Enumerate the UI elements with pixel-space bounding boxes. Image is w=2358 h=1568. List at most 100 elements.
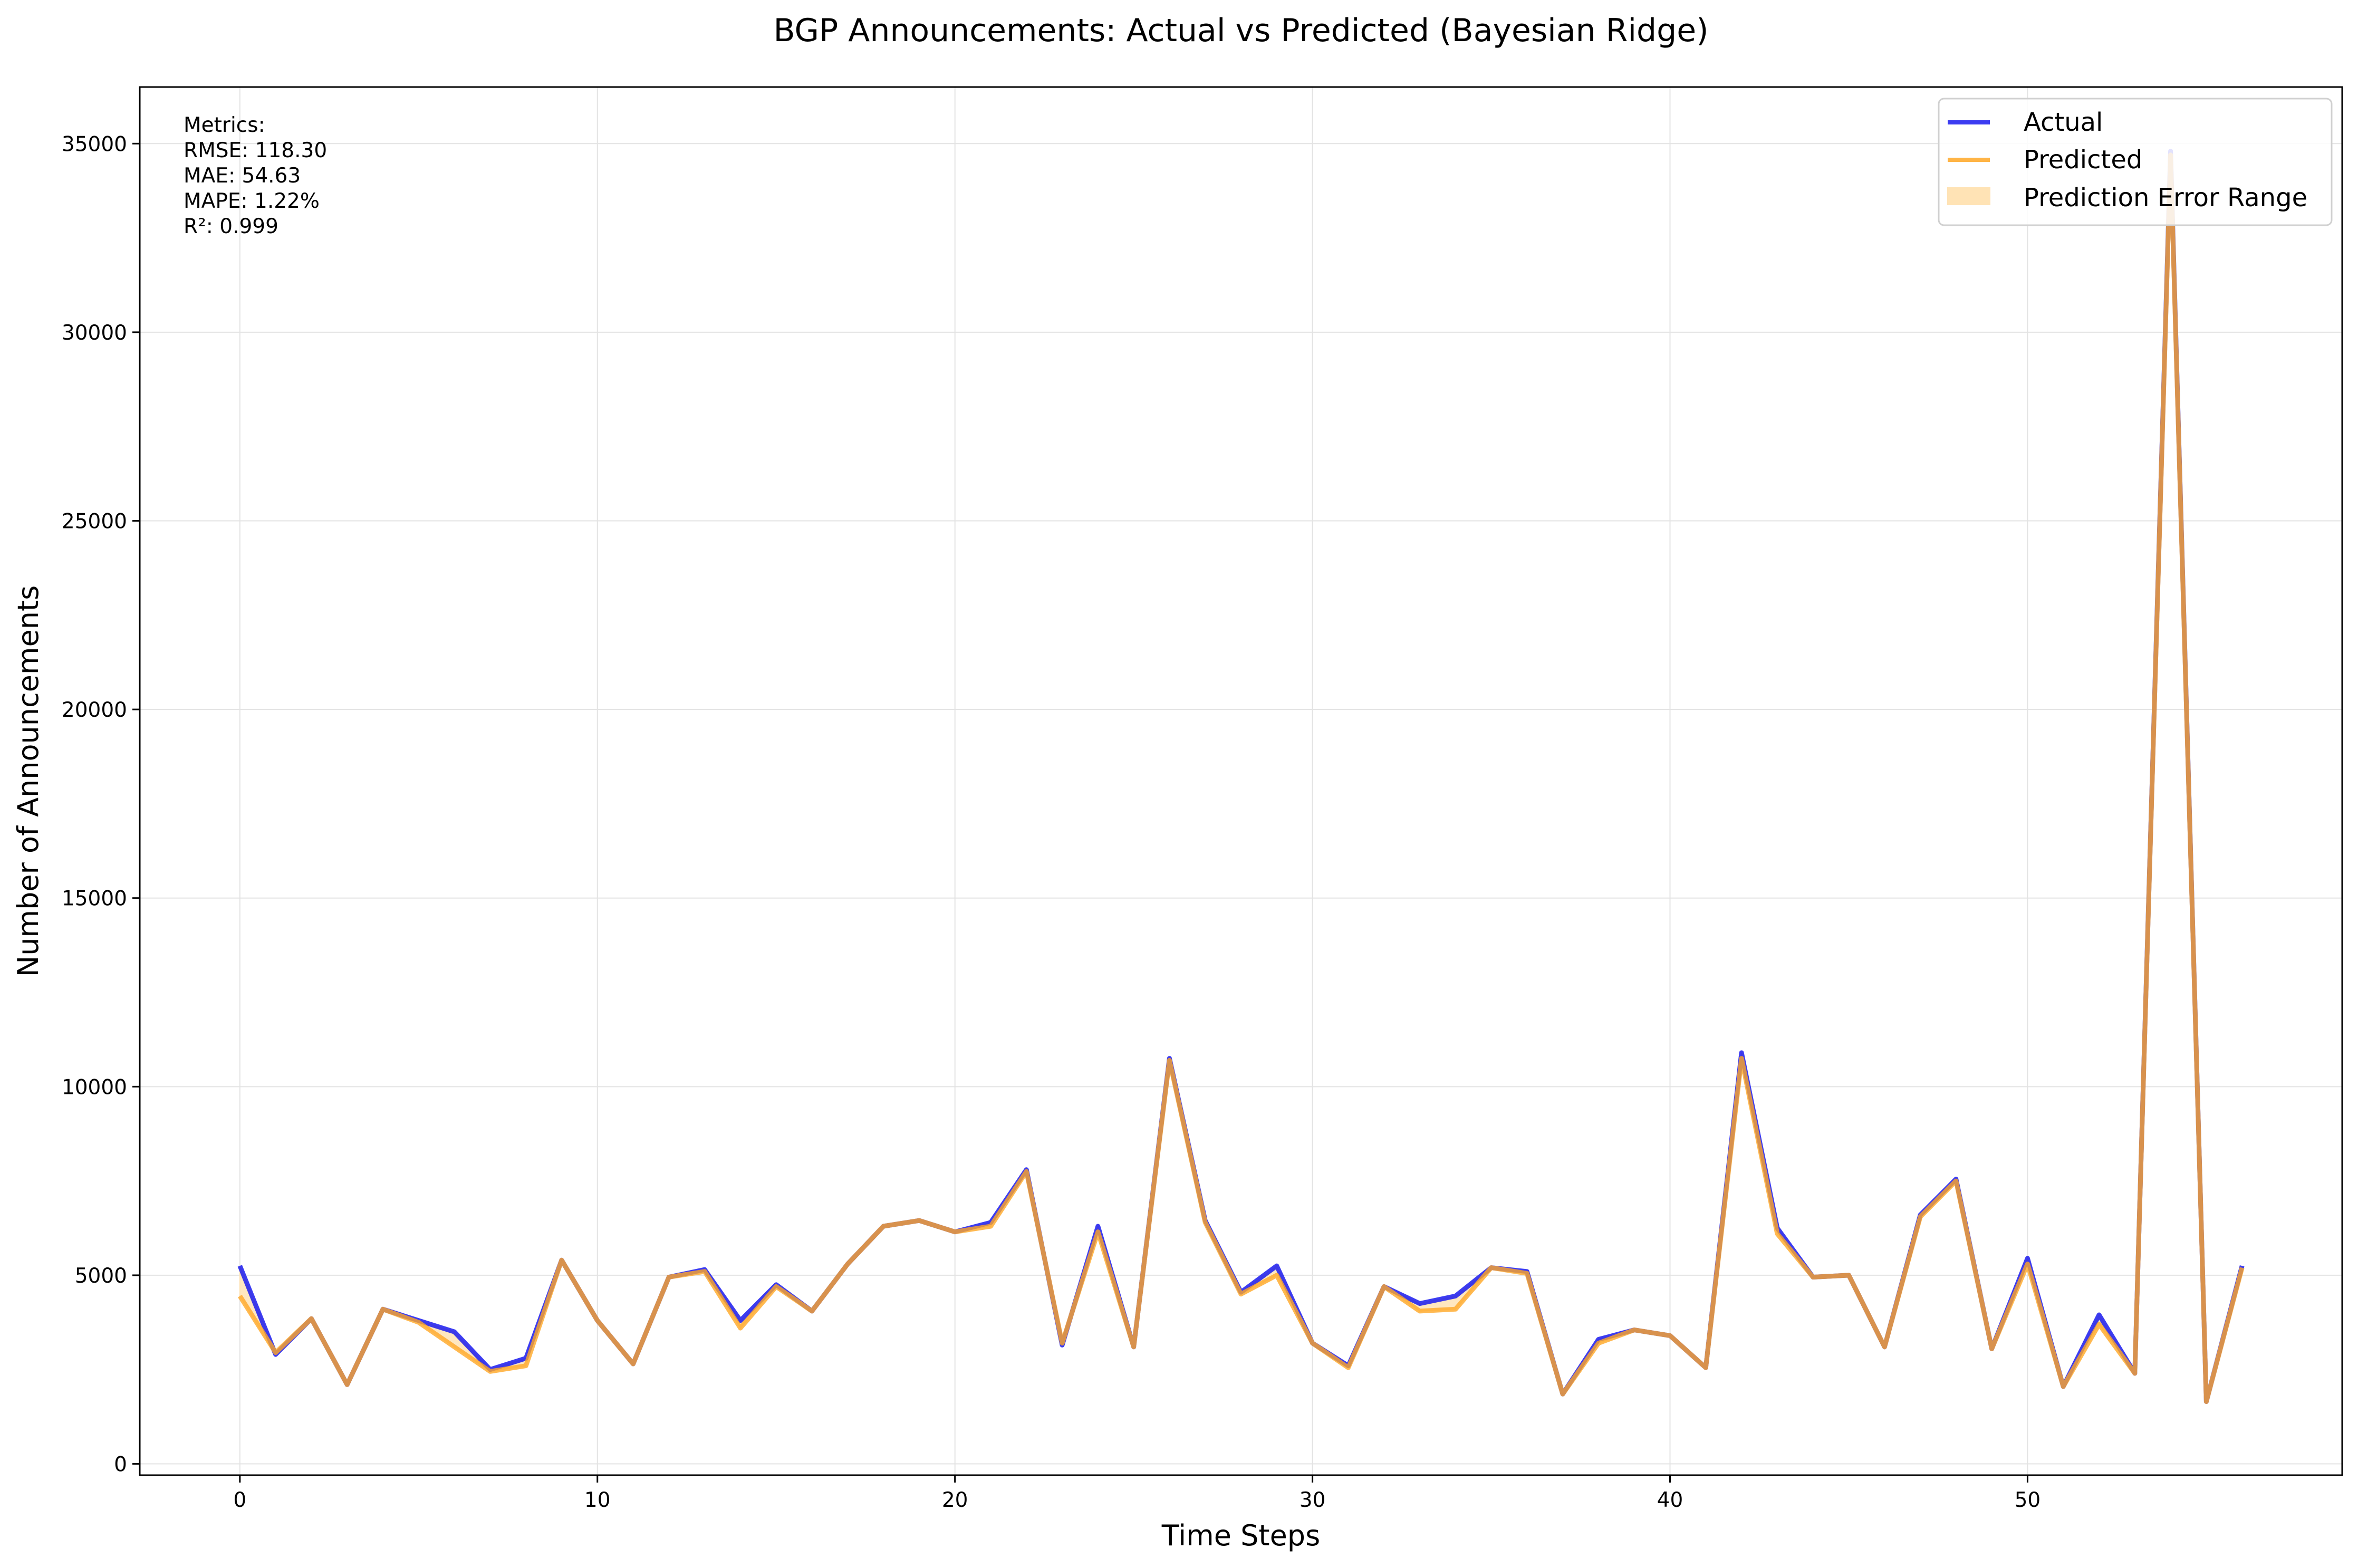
predicted-point <box>1205 1221 1206 1223</box>
predicted-point <box>1669 1335 1671 1336</box>
x-tick-label: 30 <box>1300 1488 1326 1512</box>
predicted-point <box>2206 1401 2207 1402</box>
predicted-point <box>847 1263 849 1265</box>
legend-swatch-error-range <box>1947 187 1990 205</box>
predicted-point <box>1026 1171 1027 1172</box>
y-tick-label: 35000 <box>62 132 127 156</box>
legend-label-error-range: Prediction Error Range <box>2024 183 2307 213</box>
predicted-point <box>1062 1342 1063 1344</box>
predicted-point <box>704 1271 706 1272</box>
predicted-point <box>1991 1348 1993 1350</box>
predicted-point <box>668 1276 670 1278</box>
predicted-point <box>1240 1293 1242 1295</box>
actual-point <box>239 1265 240 1267</box>
legend-label-actual: Actual <box>2024 108 2103 137</box>
metric-mape: MAPE: 1.22% <box>184 189 320 213</box>
predicted-point <box>883 1225 884 1227</box>
predicted-point <box>1383 1286 1385 1287</box>
predicted-line <box>237 152 2245 1404</box>
predicted-point <box>311 1318 312 1320</box>
actual-point <box>1276 1265 1277 1267</box>
series-lines <box>237 149 2245 1404</box>
actual-point <box>525 1358 527 1359</box>
predicted-point <box>1097 1231 1099 1233</box>
actual-point <box>739 1320 741 1321</box>
predicted-point <box>1348 1367 1349 1369</box>
predicted-point <box>1455 1309 1456 1310</box>
actual-point <box>418 1320 419 1321</box>
actual-point <box>1348 1365 1349 1367</box>
predicted-point <box>2027 1263 2028 1265</box>
predicted-point <box>347 1384 348 1386</box>
x-tick-label: 0 <box>233 1488 246 1512</box>
predicted-point <box>1419 1310 1420 1312</box>
axis-ticks: 0 10 20 30 40 50 0 5000 10000 15000 20000 25000 3000… <box>62 132 2041 1512</box>
predicted-point <box>525 1365 527 1367</box>
predicted-point <box>489 1371 491 1372</box>
predicted-point <box>1562 1393 1564 1395</box>
actual-point <box>275 1354 276 1355</box>
predicted-point <box>1812 1276 1814 1278</box>
metrics-heading: Metrics: <box>184 113 265 137</box>
predicted-point <box>1169 1060 1170 1061</box>
chart-title: BGP Announcements: Actual vs Predicted (… <box>773 12 1708 49</box>
legend: Actual Predicted Prediction Error Range <box>1938 98 2333 226</box>
predicted-point <box>1133 1346 1134 1348</box>
predicted-point <box>990 1225 992 1227</box>
predicted-point <box>1597 1342 1599 1344</box>
y-tick-label: 25000 <box>62 510 127 534</box>
actual-point <box>704 1269 706 1271</box>
actual-point <box>1597 1339 1599 1340</box>
predicted-point <box>1884 1346 1885 1348</box>
actual-point <box>1062 1344 1063 1346</box>
actual-point <box>990 1221 992 1223</box>
predicted-point <box>811 1310 813 1312</box>
actual-point <box>1419 1303 1420 1304</box>
predicted-point <box>1276 1274 1277 1276</box>
predicted-point <box>418 1322 419 1323</box>
actual-point <box>1455 1295 1456 1297</box>
predicted-point <box>454 1346 455 1348</box>
predicted-point <box>954 1231 956 1233</box>
y-tick-label: 5000 <box>75 1264 127 1288</box>
predicted-point <box>918 1220 920 1221</box>
predicted-point <box>382 1309 383 1310</box>
y-tick-label: 20000 <box>62 698 127 722</box>
legend-frame <box>1938 98 2333 226</box>
actual-point <box>2027 1257 2028 1259</box>
actual-point <box>1205 1220 1206 1221</box>
predicted-point <box>1526 1273 1528 1274</box>
actual-point <box>489 1369 491 1370</box>
y-tick-label: 15000 <box>62 887 127 911</box>
predicted-point <box>1741 1057 1743 1059</box>
predicted-point <box>1776 1233 1778 1235</box>
predicted-point <box>2241 1267 2243 1268</box>
predicted-point <box>275 1352 276 1353</box>
plot-frame <box>139 86 2343 1476</box>
x-axis-label: Time Steps <box>1161 1519 1320 1552</box>
x-tick-label: 10 <box>584 1488 611 1512</box>
predicted-point <box>596 1320 598 1321</box>
actual-point <box>1097 1225 1099 1227</box>
predicted-point <box>1633 1329 1635 1331</box>
predicted-point <box>1848 1274 1850 1276</box>
predicted-point <box>739 1327 741 1329</box>
actual-point <box>1776 1227 1778 1229</box>
actual-point <box>1955 1178 1957 1180</box>
metric-r2: R²: 0.999 <box>184 215 278 238</box>
actual-point <box>1741 1052 1743 1053</box>
metric-rmse: RMSE: 118.30 <box>184 139 327 162</box>
predicted-point <box>632 1363 634 1365</box>
actual-point <box>1920 1214 1921 1216</box>
predicted-point <box>2134 1372 2135 1374</box>
predicted-point <box>239 1295 240 1297</box>
actual-point <box>454 1331 455 1333</box>
metric-mae: MAE: 54.63 <box>184 164 301 188</box>
actual-point <box>2099 1314 2100 1316</box>
actual-point <box>1026 1169 1027 1170</box>
y-tick-label: 10000 <box>62 1075 127 1099</box>
x-tick-label: 40 <box>1657 1488 1683 1512</box>
predicted-point <box>1955 1180 1957 1182</box>
predicted-point <box>775 1286 777 1287</box>
